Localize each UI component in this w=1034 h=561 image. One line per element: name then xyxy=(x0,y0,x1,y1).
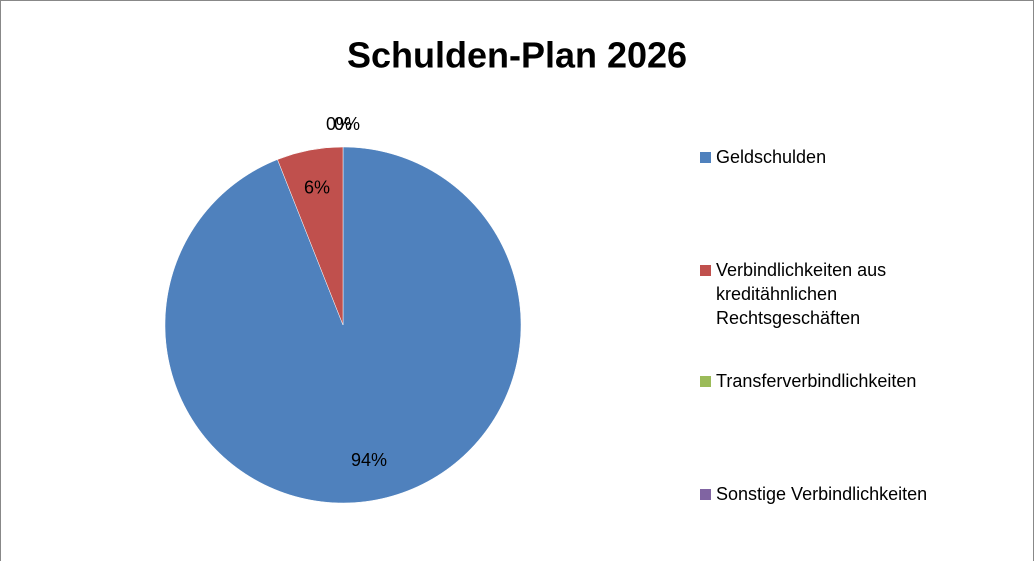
legend-swatch xyxy=(700,376,711,387)
legend-item: Transferverbindlichkeiten xyxy=(700,369,1021,393)
legend-swatch xyxy=(700,152,711,163)
legend-label: Transferverbindlichkeiten xyxy=(716,371,917,391)
legend-swatch xyxy=(700,489,711,500)
pie-slice xyxy=(277,146,344,326)
data-label: 0% xyxy=(326,114,352,134)
data-label: 6% xyxy=(304,177,330,197)
legend-item: Geldschulden xyxy=(700,145,1021,169)
legend-item: Verbindlichkeiten aus kreditähnlichen Re… xyxy=(700,258,891,330)
data-label: 0% xyxy=(334,114,360,134)
chart-title: Schulden-Plan 2026 xyxy=(347,35,687,76)
data-label: 94% xyxy=(351,450,387,470)
pie-slice xyxy=(164,146,522,504)
legend-item: Sonstige Verbindlichkeiten xyxy=(700,482,1021,506)
legend-label: Sonstige Verbindlichkeiten xyxy=(716,484,928,504)
legend-label: Verbindlichkeiten aus kreditähnlichen Re… xyxy=(716,260,887,328)
legend-label: Geldschulden xyxy=(716,147,827,167)
legend-swatch xyxy=(700,265,711,276)
